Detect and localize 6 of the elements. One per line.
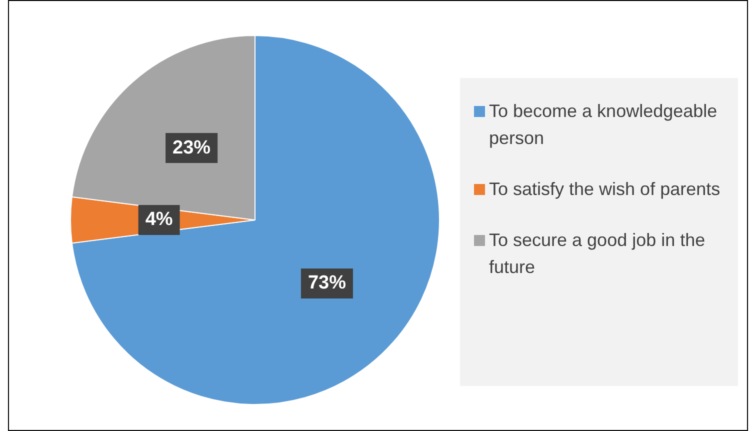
- data-label: 73%: [308, 272, 346, 294]
- data-label: 4%: [145, 209, 173, 230]
- legend-label: To become a knowledgeable person: [489, 100, 718, 150]
- legend-label: To satisfy the wish of parents: [489, 178, 720, 201]
- data-label: 23%: [172, 137, 211, 158]
- legend-label: To secure a good job in the future: [489, 229, 706, 279]
